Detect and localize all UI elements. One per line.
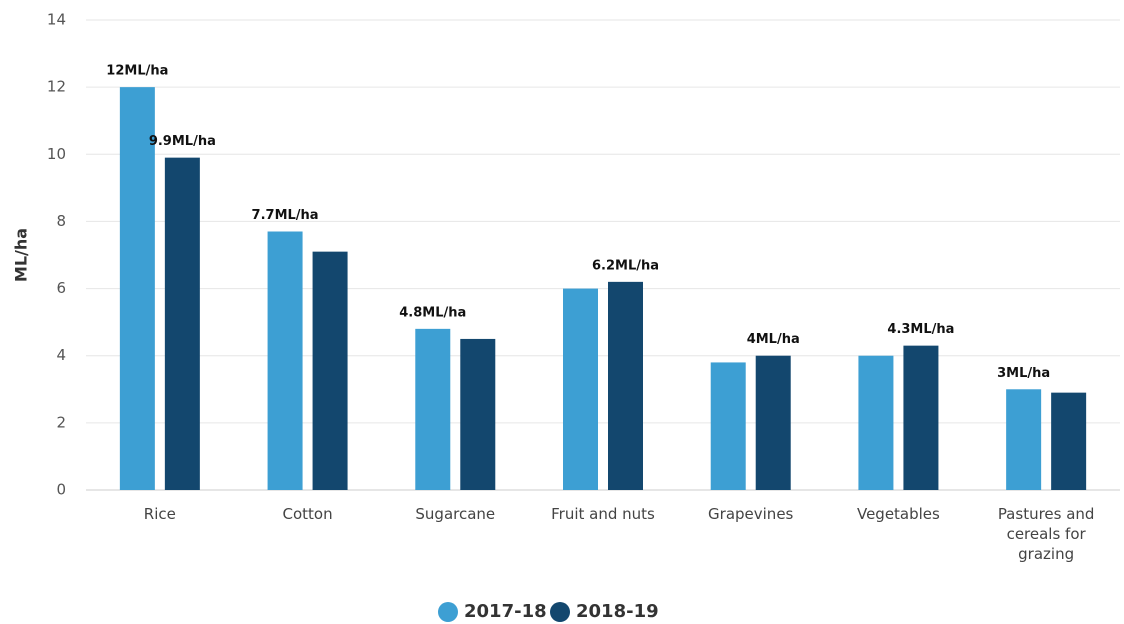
data-label: 6.2ML/ha [592, 258, 659, 273]
data-label: 3ML/ha [997, 366, 1050, 381]
y-tick-label: 0 [56, 481, 66, 499]
y-tick-label: 12 [47, 78, 66, 96]
data-label: 7.7ML/ha [252, 208, 319, 223]
x-tick-label: Sugarcane [415, 505, 496, 523]
bar [858, 355, 894, 490]
bar [710, 362, 746, 490]
bar [563, 288, 598, 490]
bar [608, 281, 643, 490]
x-tick-label: Vegetables [856, 505, 940, 523]
y-tick-label: 2 [56, 413, 66, 431]
y-tick-label: 10 [47, 145, 66, 163]
y-tick-label: 8 [56, 212, 66, 230]
data-label: 9.9ML/ha [149, 134, 216, 149]
bar [164, 157, 200, 490]
legend-label: 2018-19 [576, 601, 659, 622]
y-tick-label: 14 [47, 11, 66, 29]
data-label: 4.8ML/ha [399, 305, 466, 320]
legend-marker [550, 602, 570, 622]
bar [119, 87, 155, 491]
y-tick-label: 6 [56, 279, 66, 297]
x-tick-label: Grapevines [708, 505, 794, 523]
bar [903, 345, 939, 490]
data-label: 4ML/ha [747, 332, 800, 347]
bar [755, 355, 791, 490]
legend-label: 2017-18 [464, 601, 547, 622]
bar [415, 328, 451, 490]
x-tick-label: Pastures and cereals for grazing [997, 505, 1095, 563]
x-tick-label: Cotton [282, 505, 333, 523]
x-tick-label: Fruit and nuts [551, 505, 655, 523]
bar [1051, 392, 1087, 490]
bar [267, 231, 303, 490]
legend-marker [438, 602, 458, 622]
bar [460, 338, 496, 490]
data-label: 4.3ML/ha [887, 322, 954, 337]
bar [312, 251, 348, 490]
bar [1006, 389, 1042, 490]
y-tick-label: 4 [56, 346, 66, 364]
data-label: 12ML/ha [106, 64, 168, 79]
y-axis-label: ML/ha [12, 228, 31, 282]
x-tick-label: Rice [143, 505, 176, 523]
